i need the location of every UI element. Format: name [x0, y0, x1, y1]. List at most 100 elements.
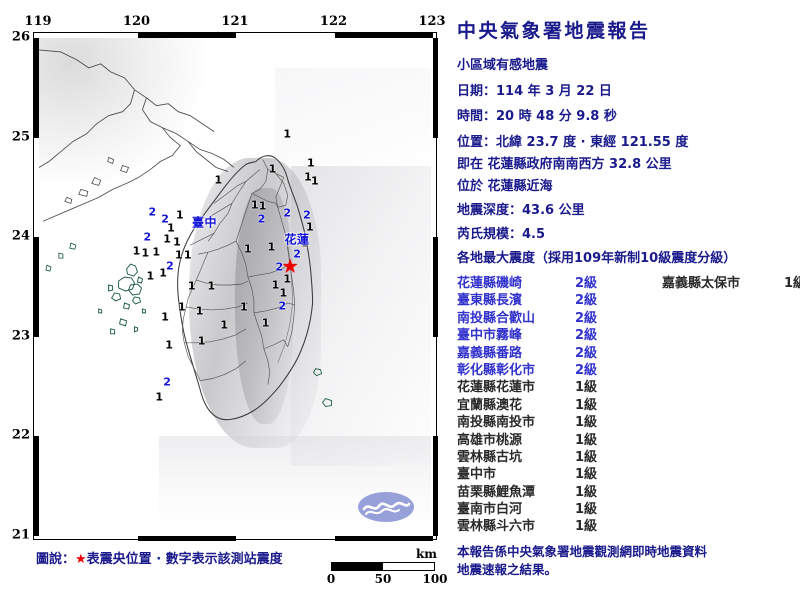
frame-band-left-4	[34, 436, 39, 536]
report-date: 日期：114 年 3 月 22 日	[457, 84, 612, 99]
latitude-axis: 26 25 24 23 22 21	[4, 30, 32, 543]
intensity-place-name: 臺中市霧峰	[457, 328, 523, 344]
intensity-place-name: 苗栗縣鯉魚潭	[457, 484, 536, 500]
lat-tick-25: 25	[11, 129, 30, 145]
intensity-level-value: 1級	[575, 449, 598, 465]
station-intensity-marker: 2	[166, 259, 174, 273]
report-region: 位於 花蓮縣近海	[457, 179, 553, 194]
map-scale-bar: km 0 50 100	[327, 547, 448, 586]
station-intensity-marker: 1	[268, 162, 277, 176]
station-intensity-marker: 1	[183, 248, 192, 262]
intensity-place-name: 雲林縣斗六市	[457, 519, 536, 535]
intensity-place-name: 高雄市桃源	[457, 432, 523, 448]
intensity-place-name: 臺東縣長濱	[457, 293, 523, 309]
station-intensity-marker: 1	[197, 334, 206, 348]
intensity-place-name: 嘉義縣番路	[457, 345, 523, 361]
lon-tick-123: 123	[418, 14, 446, 29]
frame-band-bottom-3	[334, 536, 433, 541]
station-intensity-marker: 1	[250, 198, 259, 212]
station-intensity-marker: 2	[283, 206, 292, 220]
station-intensity-marker: 1	[176, 208, 184, 222]
report-time: 時間：20 時 48 分 9.8 秒	[457, 109, 617, 124]
station-intensity-marker: 1	[146, 269, 155, 283]
frame-band-right-0	[433, 38, 438, 138]
page-title: 中央氣象署地震報告	[457, 20, 651, 42]
frame-band-top-3	[334, 33, 433, 38]
intensity-place-name: 宜蘭縣澳花	[457, 397, 523, 413]
intensity-place-name: 彰化縣彰化市	[457, 362, 536, 378]
station-intensity-marker: 1	[306, 220, 314, 234]
intensity-place-name: 花蓮縣花蓮市	[457, 380, 536, 396]
station-intensity-marker: 1	[161, 310, 169, 324]
station-intensity-marker: 1	[271, 278, 280, 292]
lat-tick-24: 24	[11, 228, 30, 244]
frame-band-top-1	[137, 33, 236, 38]
map-legend-row: 圖說：★表震央位置 · 數字表示該測站震度 km 0 50 100	[33, 547, 448, 592]
station-intensity-marker: 2	[303, 208, 311, 222]
station-intensity-marker: 1	[165, 338, 173, 352]
intensity-place-name: 臺南市白河	[457, 502, 523, 518]
frame-band-right-2	[433, 237, 438, 337]
station-intensity-marker: 1	[220, 318, 228, 332]
report-footer-note: 本報告係中央氣象署地震觀測網即時地震資料 地震速報之結果。	[457, 543, 707, 579]
intensity-place-name: 嘉義縣太保市	[662, 276, 741, 291]
station-intensity-marker: 1	[283, 272, 292, 286]
report-subtitle: 小區域有感地震	[457, 58, 549, 73]
report-panel: 中央氣象署地震報告 小區域有感地震 日期：114 年 3 月 22 日 時間：2…	[452, 0, 800, 600]
intensity-place-name: 臺中市	[457, 467, 497, 483]
scale-tick-100: 100	[422, 572, 448, 587]
station-intensity-marker: 2	[161, 212, 169, 226]
intensity-level-value: 2級	[575, 345, 598, 361]
station-intensity-marker: 2	[257, 212, 266, 226]
legend-caption: 圖說：★表震央位置 · 數字表示該測站震度	[36, 548, 283, 567]
intensity-row: 高雄市桃源 1級	[457, 429, 800, 448]
station-intensity-marker: 1	[307, 156, 315, 169]
station-intensity-marker: 1	[167, 221, 175, 235]
report-position: 位置：北緯 23.7 度 · 東經 121.55 度	[457, 135, 689, 150]
intensity-row: 嘉義縣番路 2級	[457, 342, 800, 361]
station-intensity-marker: 1	[173, 235, 181, 249]
intensity-row: 南投縣合歡山 2級	[457, 307, 800, 326]
intensity-row: 彰化縣彰化市 2級	[457, 359, 800, 378]
intensity-level-value: 1級	[575, 484, 598, 500]
city-label-臺中: 臺中	[191, 215, 217, 230]
station-intensity-marker: 1	[187, 279, 196, 293]
station-intensity-marker: 1	[195, 304, 204, 318]
lon-tick-122: 122	[319, 14, 348, 29]
intensity-row: 花蓮縣磯崎 2級	[457, 272, 800, 291]
coastline-and-boundaries	[39, 49, 332, 421]
scale-tick-labels: 0 50 100	[327, 571, 448, 586]
station-intensity-marker: 1	[214, 173, 223, 187]
station-intensity-marker: 1	[155, 390, 163, 404]
station-intensity-marker: 1	[152, 245, 161, 259]
intensity-table-column-1: 花蓮縣磯崎 2級 臺東縣長濱 2級 南投縣合歡山 2級 臺中市霧峰 2級 嘉義縣番路 2級 彰化縣彰…	[457, 272, 800, 535]
intensity-row: 臺東縣長濱 2級	[457, 289, 800, 309]
frame-band-left-2	[34, 237, 39, 337]
station-intensity-marker: 1	[310, 174, 319, 188]
station-intensity-marker: 1	[159, 266, 167, 280]
station-intensity-marker: 1	[177, 300, 186, 314]
scale-tick-0: 0	[326, 572, 336, 587]
lat-tick-21: 21	[11, 527, 30, 543]
intensity-level-value: 2級	[575, 293, 598, 309]
station-intensity-marker: 2	[293, 247, 301, 261]
intensity-level-value: 2級	[575, 328, 598, 344]
station-intensity-marker: 1	[301, 236, 309, 250]
longitude-axis: 119 120 121 122 123	[24, 14, 445, 32]
legend-description-text: 表震央位置 · 數字表示該測站震度	[86, 552, 283, 567]
map-panel: 119 120 121 122 123 26 25 24 23 22 21	[4, 14, 448, 592]
intensity-place-name: 南投縣合歡山	[457, 310, 536, 326]
station-intensity-marker: 2	[278, 299, 287, 313]
station-intensity-marker: 1	[141, 246, 150, 260]
station-intensity-marker: 1	[261, 316, 270, 330]
intensity-row: 臺中市霧峰 2級	[457, 324, 800, 344]
intensity-level-value: 1級	[575, 467, 598, 483]
station-intensity-marker: 2	[143, 230, 152, 244]
intensity-level-value: 2級	[575, 362, 598, 378]
intensity-level-value: 1級	[575, 502, 598, 518]
scale-segment-filled	[332, 563, 383, 571]
intensity-level-value: 2級	[575, 276, 598, 291]
station-intensity-marker: 1	[240, 300, 248, 314]
